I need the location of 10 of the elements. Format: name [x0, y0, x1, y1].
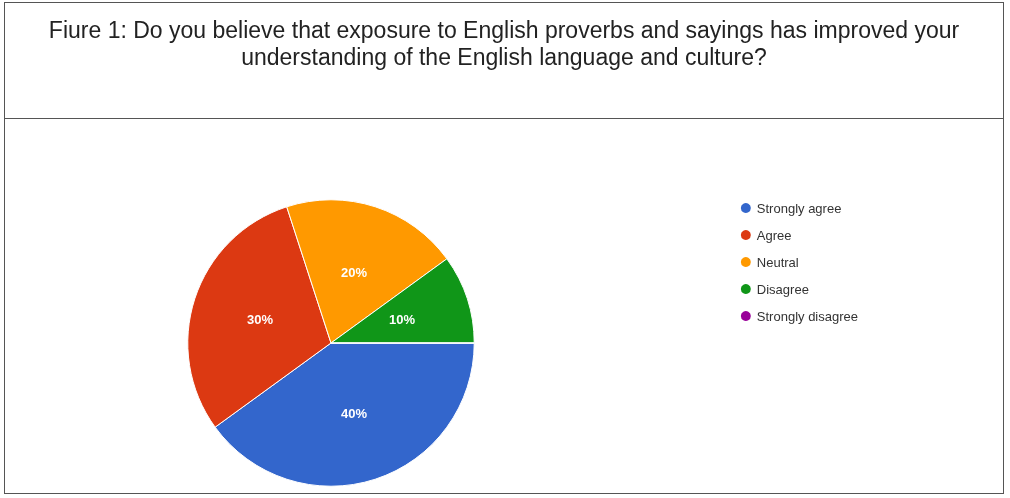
data-label: 40%: [341, 406, 368, 422]
legend-label: Strongly agree: [756, 200, 842, 216]
chart-title: Fiure 1: Do you believe that exposure to English proverbs and sayings has improved your understanding of the English language and culture?: [5, 3, 1003, 119]
data-label: 10%: [388, 312, 416, 328]
legend-label: Neutral: [756, 254, 799, 270]
data-label: 20%: [341, 264, 368, 280]
legend-label: Agree: [756, 227, 792, 243]
legend-label: Disagree: [756, 281, 809, 297]
data-label: 30%: [247, 312, 274, 328]
legend-label: Strongly disagree: [756, 308, 858, 324]
